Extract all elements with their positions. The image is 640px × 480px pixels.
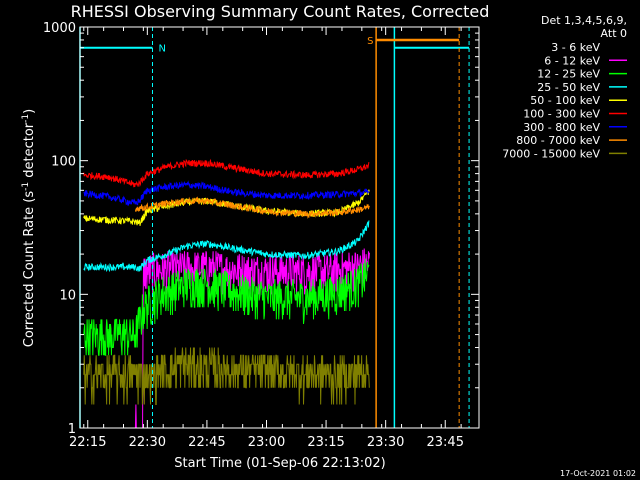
- series-line-7000-15000-kev: [83, 347, 370, 405]
- x-tick-label-2230: 22:30: [129, 435, 166, 450]
- y-axis-label: Corrected Count Rate (s-1 detector-1): [21, 109, 37, 347]
- series-line-25-50-kev: [83, 220, 370, 273]
- series-line-12-25-kev: [83, 258, 370, 356]
- x-axis-label: Start Time (01-Sep-06 22:13:02): [174, 456, 385, 471]
- y-axis-label-end: ): [22, 109, 37, 114]
- y-tick-label-10: 10: [59, 288, 76, 303]
- y-tick-label-1: 1: [68, 422, 76, 437]
- x-tick-label-2300: 23:00: [248, 435, 285, 450]
- legend-label-800-7000-kev: 800 - 7000 keV: [516, 134, 600, 147]
- y-tick-label-1000: 1000: [43, 21, 76, 36]
- y-tick-label-100: 100: [51, 155, 76, 170]
- night-label: N: [158, 44, 165, 55]
- legend-label-12-25-kev: 12 - 25 keV: [537, 68, 600, 81]
- tick-layer: 22:15 22:30 22:45 23:00 23:15 23:30 23:45 1 10 10…: [43, 21, 479, 450]
- legend-label-50-100-kev: 50 - 100 keV: [530, 94, 600, 107]
- legend-label-300-800-kev: 300 - 800 keV: [523, 121, 600, 134]
- x-tick-label-2245: 22:45: [188, 435, 225, 450]
- series-layer: [83, 158, 370, 429]
- series-line-800-7000-kev: [134, 196, 370, 219]
- series-line-100-300-kev: [83, 158, 370, 188]
- plot-frame: [79, 26, 480, 429]
- x-tick-label-2315: 23:15: [307, 435, 344, 450]
- legend-label-3-6-kev: 3 - 6 keV: [551, 41, 600, 54]
- legend-label-25-50-kev: 25 - 50 keV: [537, 81, 600, 94]
- legend-header-1: Det 1,3,4,5,6,9,: [541, 14, 627, 27]
- series-line-50-100-kev: [83, 189, 370, 226]
- x-tick-label-2215: 22:15: [69, 435, 106, 450]
- y-axis-label-sup2: -1: [21, 114, 31, 123]
- chart-title: RHESSI Observing Summary Count Rates, Co…: [71, 2, 490, 21]
- x-tick-label-2345: 23:45: [427, 435, 464, 450]
- legend-header-2: Att 0: [601, 27, 627, 40]
- saa-label: S: [367, 36, 373, 47]
- y-axis-label-sup1: -1: [21, 182, 31, 191]
- series-line-300-800-kev: [83, 180, 370, 207]
- x-tick-label-2330: 23:30: [367, 435, 404, 450]
- legend-label-6-12-kev: 6 - 12 keV: [544, 54, 600, 67]
- y-axis-label-mid: detector: [22, 122, 37, 182]
- y-axis-label-main: Corrected Count Rate (s: [22, 191, 37, 348]
- timestamp: 17-Oct-2021 01:02: [560, 469, 636, 478]
- legend-label-7000-15000-kev: 7000 - 15000 keV: [502, 147, 600, 160]
- legend-label-100-300-kev: 100 - 300 keV: [523, 108, 600, 121]
